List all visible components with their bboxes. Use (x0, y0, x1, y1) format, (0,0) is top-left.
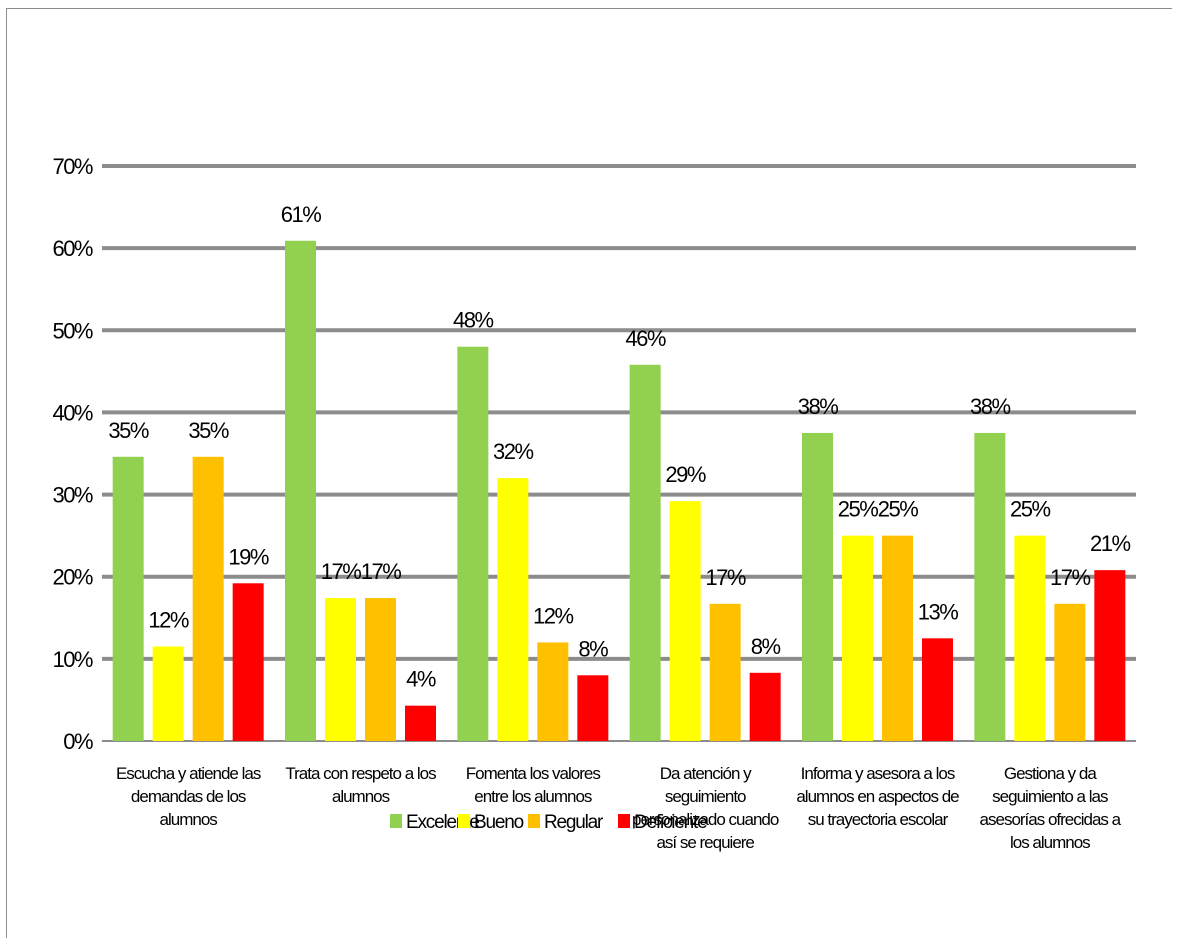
data-label: 13% (918, 599, 958, 624)
data-label: 38% (970, 394, 1010, 419)
bar-deficiente (749, 672, 781, 741)
category-label: Fomenta los valores entre los alumnos (466, 764, 601, 806)
data-label: 17% (705, 565, 745, 590)
data-label: 32% (493, 439, 533, 464)
data-label: 21% (1090, 531, 1130, 556)
y-tick-label: 60% (52, 236, 92, 261)
legend-swatch (618, 814, 630, 828)
category-label: Trata con respeto a los alumnos (285, 764, 436, 806)
legend-label: Deficiente (634, 812, 707, 833)
bar-excelente (112, 456, 144, 741)
data-label: 46% (625, 326, 665, 351)
data-label: 4% (406, 667, 436, 692)
bar-regular (709, 603, 741, 741)
y-tick-label: 20% (52, 565, 92, 590)
y-tick-label: 30% (52, 483, 92, 508)
legend-item-deficiente: Deficiente (618, 812, 708, 833)
legend-swatch (390, 814, 402, 828)
data-label: 8% (751, 634, 781, 659)
category-label: Gestiona y da seguimiento a las asesorías … (980, 764, 1122, 852)
data-label: 25% (838, 497, 878, 522)
bar-bueno (842, 535, 873, 741)
category-label: Escucha y atiende las demandas de los alum… (116, 764, 261, 829)
bar-deficiente (577, 675, 609, 741)
data-label: 35% (108, 418, 148, 443)
category-label: Da atención y seguimiento personalizado cu… (632, 764, 779, 852)
data-label: 19% (228, 544, 268, 569)
bar-deficiente (922, 638, 953, 741)
legend-swatch (528, 814, 540, 828)
y-tick-label: 10% (52, 647, 92, 672)
legend-label: Regular (544, 812, 604, 833)
data-label: 25% (1010, 497, 1050, 522)
data-label: 12% (148, 608, 188, 633)
data-label: 17% (361, 559, 401, 584)
data-label: 35% (188, 418, 228, 443)
bar-excelente (802, 432, 833, 741)
bar-regular (882, 535, 913, 741)
data-label: 38% (798, 394, 838, 419)
bar-excelente (285, 240, 316, 741)
y-axis-ticks: 0% 10% 20% 30% 40% 50% 60% 70% (52, 154, 94, 754)
y-tick-label: 50% (52, 318, 92, 343)
data-labels: 35%61%48%46%38% 38%12%17%32%29%25% 25%35%1… (108, 202, 1132, 692)
bar-regular (192, 456, 224, 741)
legend-item-regular: Regular (528, 812, 605, 833)
bar-deficiente (232, 583, 264, 741)
bar-regular (537, 642, 569, 741)
bar-bueno (497, 478, 529, 741)
category-labels: Escucha y atiende las demandas de los alum… (116, 764, 1123, 852)
bar-excelente (629, 364, 661, 741)
y-tick-label: 70% (52, 154, 92, 179)
data-label: 48% (453, 308, 493, 333)
data-label: 25% (878, 497, 918, 522)
bar-deficiente (1094, 570, 1126, 741)
legend-label: Bueno (474, 812, 524, 833)
bar-excelente (457, 346, 489, 741)
data-label: 17% (1050, 565, 1090, 590)
data-label: 8% (578, 636, 608, 661)
category-label: Informa y asesora a los alumnos en aspect… (796, 764, 959, 829)
gridlines (102, 164, 1136, 742)
bar-deficiente (405, 705, 436, 741)
legend-item-bueno: Bueno (458, 812, 525, 833)
data-label: 29% (665, 462, 705, 487)
y-tick-label: 0% (63, 729, 93, 754)
bar-bueno (152, 646, 184, 741)
bar-regular (365, 598, 396, 741)
bar-bueno (325, 598, 356, 741)
data-label: 61% (281, 202, 321, 227)
y-tick-label: 40% (52, 400, 92, 425)
bar-excelente (974, 432, 1006, 741)
bar-bueno (1014, 535, 1046, 741)
bar-bueno (669, 501, 701, 741)
data-label: 12% (533, 603, 573, 628)
bar-regular (1054, 603, 1086, 741)
bars (112, 240, 1126, 741)
data-label: 17% (321, 559, 361, 584)
legend-swatch (458, 814, 470, 828)
